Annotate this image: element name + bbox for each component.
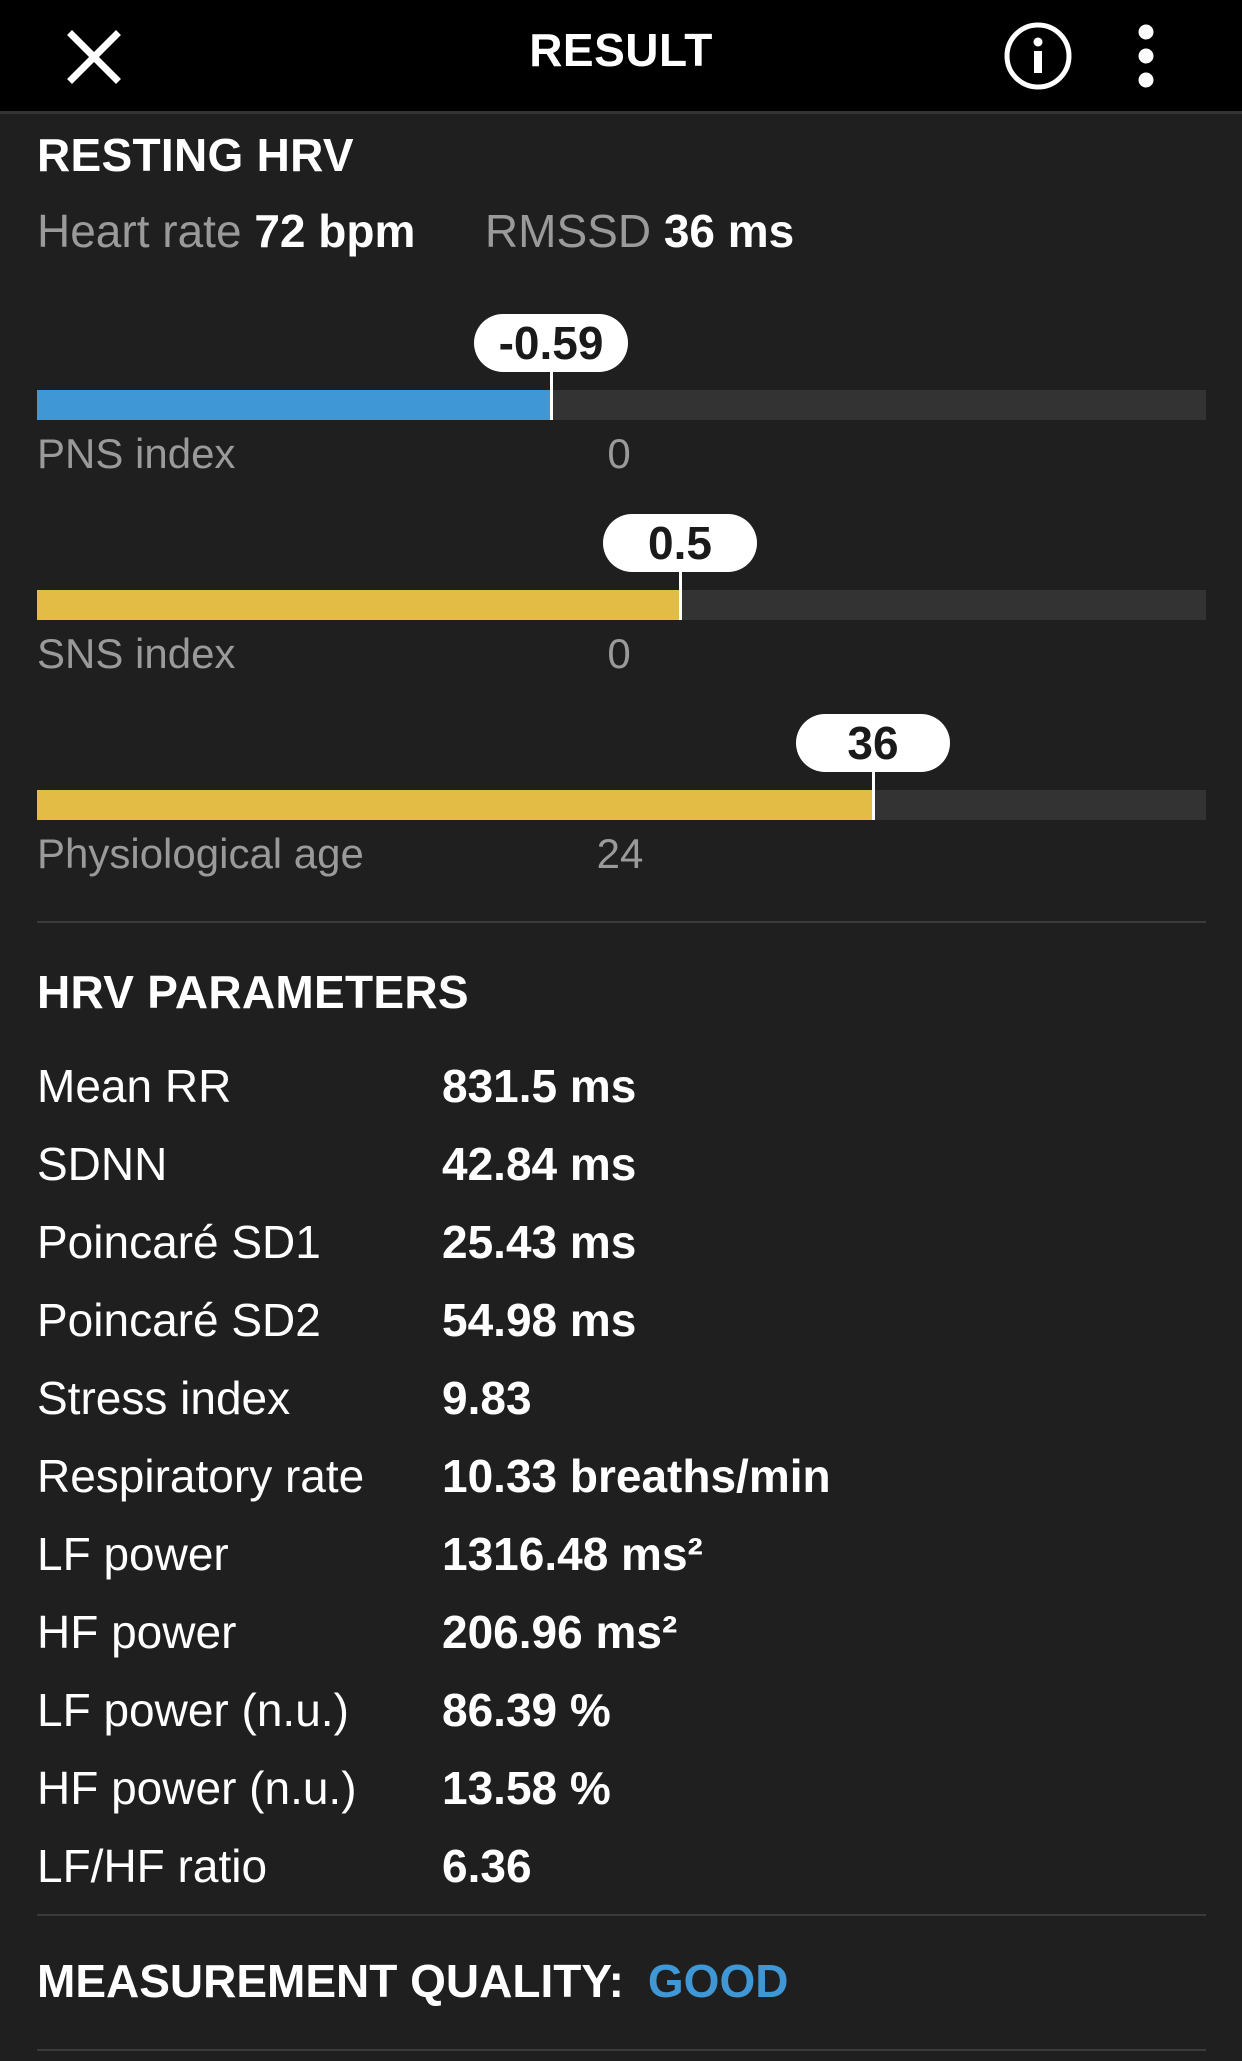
param-row-lf-power: LF power 1316.48 ms² <box>37 1515 1206 1593</box>
param-value: 831.5 ms <box>442 1059 636 1113</box>
gauge-center-label: 24 <box>597 830 644 878</box>
quality-value: GOOD <box>648 1955 789 2007</box>
param-value: 25.43 ms <box>442 1215 636 1269</box>
param-label: LF power <box>37 1527 442 1581</box>
param-row-lf-power-nu: LF power (n.u.) 86.39 % <box>37 1671 1206 1749</box>
gauge-center-label: 0 <box>607 430 630 478</box>
gauge-label: Physiological age <box>37 830 364 878</box>
gauge-track <box>37 790 1206 820</box>
quality-label: MEASUREMENT QUALITY: <box>37 1955 624 2007</box>
param-label: Mean RR <box>37 1059 442 1113</box>
param-label: Stress index <box>37 1371 442 1425</box>
rmssd-value: 36 ms <box>664 205 794 257</box>
param-value: 6.36 <box>442 1839 532 1893</box>
param-row-hf-power: HF power 206.96 ms² <box>37 1593 1206 1671</box>
gauge-fill <box>37 790 873 820</box>
param-label: Poincaré SD1 <box>37 1215 442 1269</box>
param-value: 42.84 ms <box>442 1137 636 1191</box>
section-divider <box>37 1914 1206 1916</box>
more-vert-icon <box>1134 24 1158 88</box>
rmssd-label: RMSSD <box>485 205 651 257</box>
param-value: 1316.48 ms² <box>442 1527 703 1581</box>
gauge-marker <box>872 764 875 820</box>
param-row-stress-index: Stress index 9.83 <box>37 1359 1206 1437</box>
gauge-track <box>37 590 1206 620</box>
section-divider <box>37 921 1206 923</box>
param-row-respiratory-rate: Respiratory rate 10.33 breaths/min <box>37 1437 1206 1515</box>
param-label: HF power <box>37 1605 442 1659</box>
param-label: Poincaré SD2 <box>37 1293 442 1347</box>
gauge-value-bubble: 36 <box>796 714 950 772</box>
gauge-marker <box>679 564 682 620</box>
top-app-bar: RESULT <box>0 0 1242 114</box>
measurement-quality: MEASUREMENT QUALITY: GOOD <box>37 1954 788 2008</box>
param-row-poincare-sd2: Poincaré SD2 54.98 ms <box>37 1281 1206 1359</box>
gauge-value-bubble: 0.5 <box>603 514 757 572</box>
resting-hrv-title: RESTING HRV <box>37 128 354 182</box>
info-button[interactable] <box>998 16 1078 96</box>
physiological-age-gauge: 36 Physiological age 24 <box>0 714 1242 884</box>
gauge-marker <box>550 364 553 420</box>
resting-summary: Heart rate 72 bpm RMSSD 36 ms <box>37 204 794 258</box>
heart-rate-value: 72 bpm <box>254 205 415 257</box>
hrv-parameters-title: HRV PARAMETERS <box>37 965 469 1019</box>
param-label: LF power (n.u.) <box>37 1683 442 1737</box>
hrv-parameters-table: Mean RR 831.5 ms SDNN 42.84 ms Poincaré … <box>37 1047 1206 1905</box>
pns-index-gauge: -0.59 PNS index 0 <box>0 314 1242 484</box>
param-row-lf-hf-ratio: LF/HF ratio 6.36 <box>37 1827 1206 1905</box>
gauge-center-label: 0 <box>607 630 630 678</box>
param-row-mean-rr: Mean RR 831.5 ms <box>37 1047 1206 1125</box>
param-row-sdnn: SDNN 42.84 ms <box>37 1125 1206 1203</box>
param-value: 13.58 % <box>442 1761 611 1815</box>
param-value: 206.96 ms² <box>442 1605 677 1659</box>
param-label: Respiratory rate <box>37 1449 442 1503</box>
gauge-fill <box>37 590 680 620</box>
gauge-track <box>37 390 1206 420</box>
param-row-poincare-sd1: Poincaré SD1 25.43 ms <box>37 1203 1206 1281</box>
param-label: SDNN <box>37 1137 442 1191</box>
section-divider <box>37 2049 1206 2051</box>
param-row-hf-power-nu: HF power (n.u.) 13.58 % <box>37 1749 1206 1827</box>
param-label: LF/HF ratio <box>37 1839 442 1893</box>
gauge-label: PNS index <box>37 430 235 478</box>
gauge-value-bubble: -0.59 <box>474 314 628 372</box>
param-label: HF power (n.u.) <box>37 1761 442 1815</box>
heart-rate-label: Heart rate <box>37 205 242 257</box>
param-value: 9.83 <box>442 1371 532 1425</box>
sns-index-gauge: 0.5 SNS index 0 <box>0 514 1242 684</box>
gauge-fill <box>37 390 551 420</box>
gauge-label: SNS index <box>37 630 235 678</box>
param-value: 10.33 breaths/min <box>442 1449 831 1503</box>
param-value: 86.39 % <box>442 1683 611 1737</box>
info-icon <box>1003 21 1073 91</box>
more-options-button[interactable] <box>1106 16 1186 96</box>
param-value: 54.98 ms <box>442 1293 636 1347</box>
